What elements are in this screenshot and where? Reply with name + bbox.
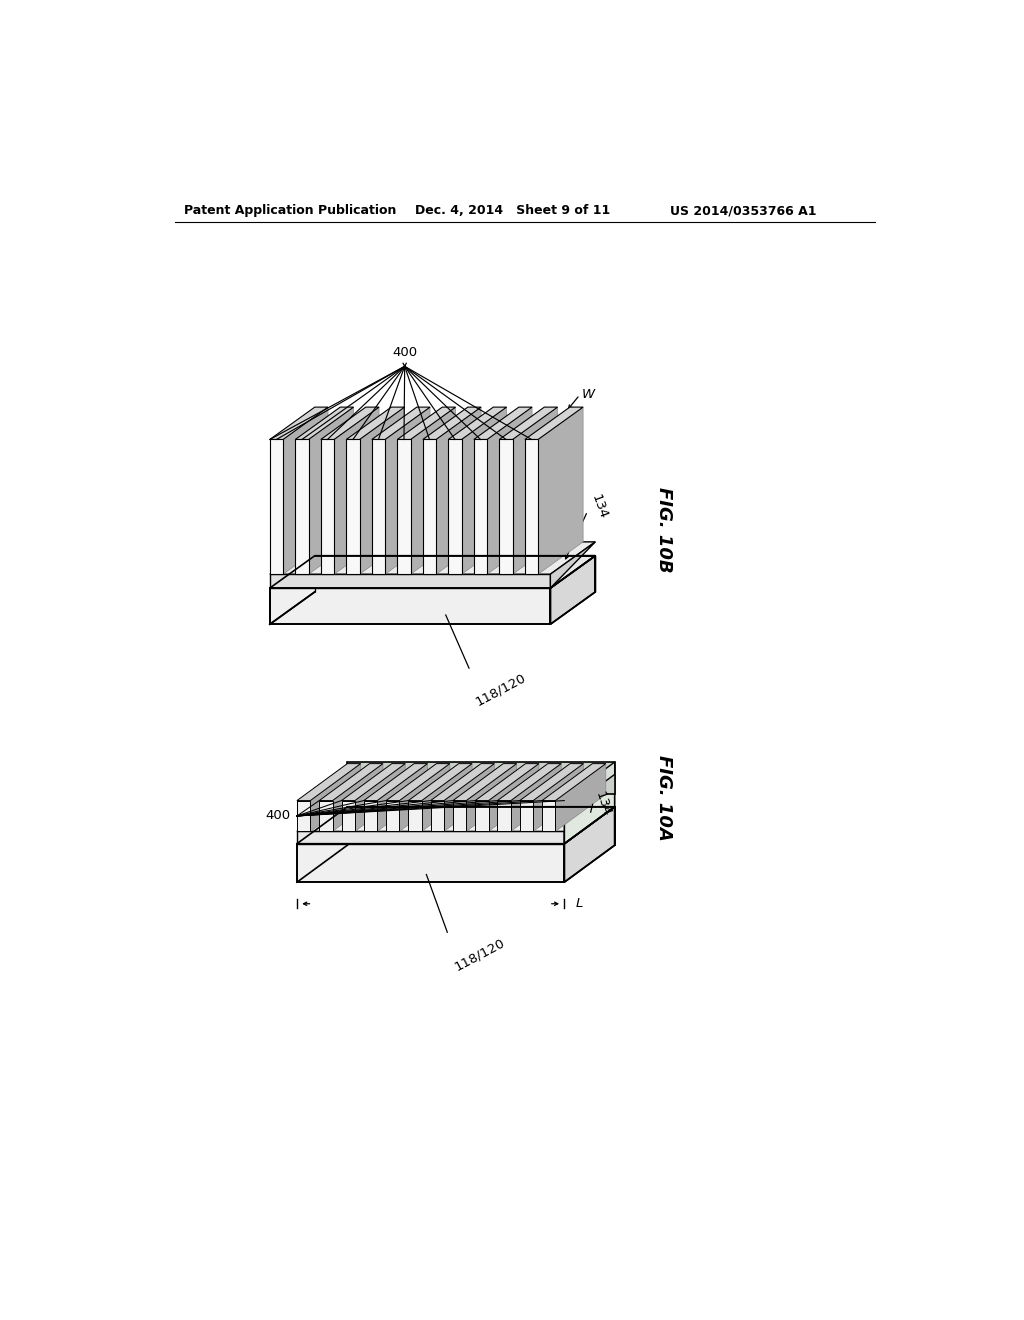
Polygon shape: [475, 763, 539, 800]
Polygon shape: [346, 407, 404, 440]
Text: 118/120: 118/120: [452, 936, 507, 974]
Polygon shape: [555, 763, 606, 832]
Polygon shape: [295, 407, 353, 440]
Polygon shape: [372, 440, 385, 574]
Polygon shape: [319, 763, 383, 800]
Polygon shape: [319, 800, 333, 832]
Text: 118/120: 118/120: [473, 671, 527, 708]
Polygon shape: [474, 407, 532, 440]
Text: 134: 134: [589, 494, 610, 521]
Polygon shape: [534, 763, 584, 832]
Text: 400: 400: [392, 346, 417, 359]
Polygon shape: [564, 762, 614, 812]
Polygon shape: [270, 556, 595, 589]
Polygon shape: [520, 763, 584, 800]
Polygon shape: [342, 800, 355, 832]
Polygon shape: [270, 574, 550, 589]
Polygon shape: [488, 763, 539, 832]
Polygon shape: [270, 440, 283, 574]
Polygon shape: [399, 763, 450, 832]
Polygon shape: [297, 832, 564, 843]
Polygon shape: [372, 407, 430, 440]
Polygon shape: [334, 407, 379, 574]
Polygon shape: [511, 763, 561, 832]
Polygon shape: [564, 775, 614, 843]
Polygon shape: [364, 763, 428, 800]
Text: Patent Application Publication: Patent Application Publication: [183, 205, 396, 218]
Polygon shape: [466, 763, 517, 832]
Polygon shape: [310, 763, 360, 832]
Polygon shape: [397, 440, 411, 574]
Polygon shape: [525, 440, 539, 574]
Polygon shape: [449, 440, 462, 574]
Polygon shape: [270, 407, 328, 440]
Polygon shape: [333, 763, 383, 832]
Polygon shape: [539, 407, 583, 574]
Polygon shape: [377, 763, 428, 832]
Polygon shape: [475, 800, 488, 832]
Polygon shape: [346, 440, 359, 574]
Polygon shape: [423, 407, 481, 440]
Text: 400: 400: [265, 809, 291, 822]
Polygon shape: [431, 763, 495, 800]
Polygon shape: [462, 407, 507, 574]
Polygon shape: [500, 440, 513, 574]
Polygon shape: [270, 589, 550, 624]
Polygon shape: [453, 763, 517, 800]
Polygon shape: [513, 407, 558, 574]
Polygon shape: [386, 763, 450, 800]
Text: FIG. 10A: FIG. 10A: [655, 755, 673, 841]
Text: FIG. 10B: FIG. 10B: [655, 487, 673, 573]
Text: Dec. 4, 2014   Sheet 9 of 11: Dec. 4, 2014 Sheet 9 of 11: [415, 205, 610, 218]
Polygon shape: [498, 763, 561, 800]
Polygon shape: [385, 407, 430, 574]
Polygon shape: [297, 763, 360, 800]
Polygon shape: [342, 763, 406, 800]
Polygon shape: [283, 407, 328, 574]
Polygon shape: [520, 800, 534, 832]
Polygon shape: [487, 407, 532, 574]
Polygon shape: [347, 762, 614, 795]
Polygon shape: [500, 407, 558, 440]
Text: 134: 134: [593, 791, 613, 818]
Text: L: L: [575, 898, 584, 911]
Polygon shape: [564, 795, 614, 843]
Polygon shape: [422, 763, 472, 832]
Polygon shape: [270, 543, 595, 574]
Polygon shape: [542, 800, 555, 832]
Polygon shape: [498, 800, 511, 832]
Polygon shape: [321, 440, 334, 574]
Text: US 2014/0353766 A1: US 2014/0353766 A1: [671, 205, 817, 218]
Polygon shape: [436, 407, 481, 574]
Polygon shape: [453, 800, 466, 832]
Polygon shape: [444, 763, 495, 832]
Polygon shape: [542, 763, 606, 800]
Polygon shape: [409, 763, 472, 800]
Text: W: W: [582, 388, 595, 401]
Polygon shape: [295, 440, 308, 574]
Polygon shape: [409, 800, 422, 832]
Polygon shape: [411, 407, 456, 574]
Polygon shape: [474, 440, 487, 574]
Polygon shape: [386, 800, 399, 832]
Polygon shape: [364, 800, 377, 832]
Polygon shape: [525, 407, 583, 440]
Polygon shape: [297, 795, 614, 832]
Polygon shape: [359, 407, 404, 574]
Polygon shape: [397, 407, 456, 440]
Polygon shape: [423, 440, 436, 574]
Polygon shape: [431, 800, 444, 832]
Polygon shape: [355, 763, 406, 832]
Polygon shape: [550, 543, 595, 589]
Polygon shape: [564, 807, 614, 882]
Polygon shape: [297, 800, 310, 832]
Polygon shape: [297, 807, 614, 843]
Polygon shape: [321, 407, 379, 440]
Polygon shape: [297, 843, 564, 882]
Polygon shape: [550, 556, 595, 624]
Polygon shape: [308, 407, 353, 574]
Polygon shape: [449, 407, 507, 440]
